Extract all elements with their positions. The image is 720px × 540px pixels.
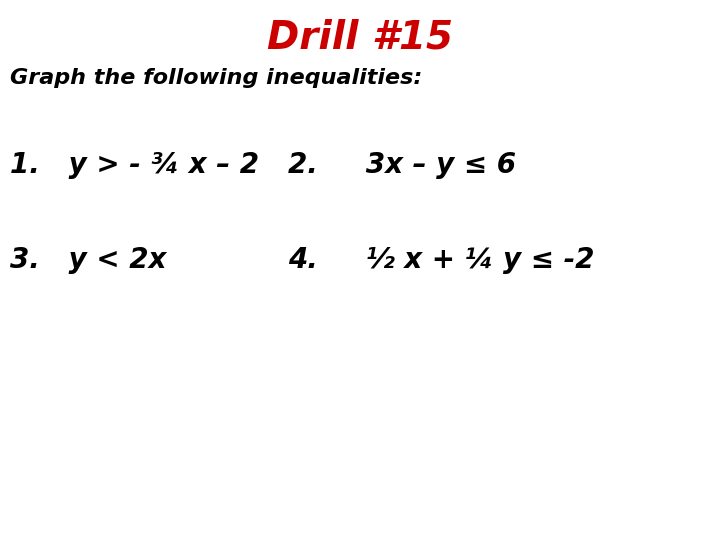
Text: Graph the following inequalities:: Graph the following inequalities: — [10, 68, 423, 87]
Text: 3.   y < 2x: 3. y < 2x — [10, 246, 166, 274]
Text: Drill #15: Drill #15 — [267, 19, 453, 57]
Text: 2.     3x – y ≤ 6: 2. 3x – y ≤ 6 — [288, 151, 516, 179]
Text: 4.     ½ x + ¼ y ≤ -2: 4. ½ x + ¼ y ≤ -2 — [288, 246, 595, 274]
Text: 1.   y > - ¾ x – 2: 1. y > - ¾ x – 2 — [10, 151, 259, 179]
